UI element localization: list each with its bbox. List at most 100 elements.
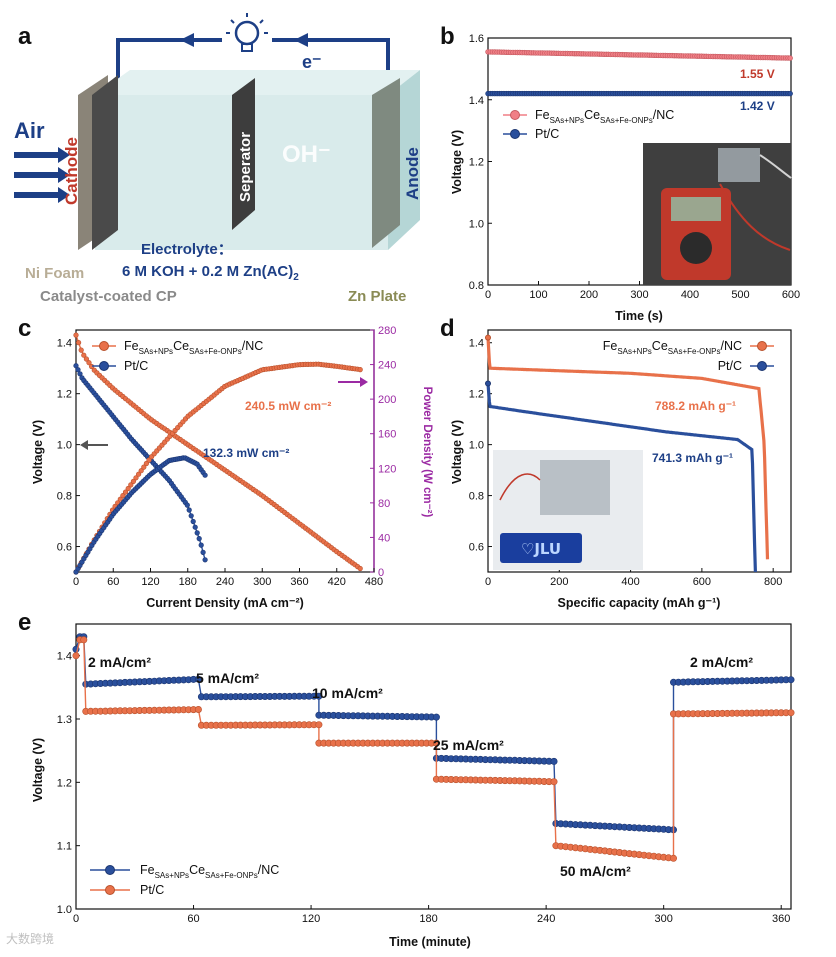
series-pt-point [194,705,202,713]
legend-label-pt: Pt/C [718,359,742,373]
legend-label-fe: FeSAs+NPsCeSAs+Fe-ONPs/NC [535,108,674,125]
panel-label-d: d [440,315,455,342]
annotation-c-fe: 240.5 mW cm⁻² [245,399,331,413]
panel-label-a: a [18,23,32,50]
x-tick-label: 400 [621,576,639,588]
electrolyte-formula-sub: 2 [293,272,299,283]
series-pt [72,636,795,862]
catalyst-cp-plate [92,75,118,250]
x-tick-label: 0 [485,576,491,588]
wire [499,473,541,501]
arrow-right-icon [14,187,70,203]
y-ticks-e: 1.0 1.1 1.2 1.3 1.4 [57,651,80,916]
series-pt-voltage-point [202,557,208,563]
y2-tick-label: 160 [378,429,396,441]
series-fe-power-point [128,482,134,488]
watermark: 大数跨境 [6,932,55,946]
electrolyte-formula: 6 M KOH + 0.2 M Zn(AC)2 [122,263,299,283]
air-label: Air [14,118,45,143]
y2-tick-label: 200 [378,394,396,406]
series-pt [485,380,757,573]
panel-label-c: c [18,315,31,342]
x-tick-label: 0 [73,913,79,925]
y-axis-title-c: Voltage (V) [31,420,45,484]
y-tick-label: 0.6 [469,542,484,554]
series-fe-point [432,713,440,721]
series-fe-voltage-point [83,356,89,362]
x-tick-label: 240 [216,576,234,588]
x-axis-title-b: Time (s) [615,309,663,323]
series-fe-power-point [122,489,129,495]
annotation-c-pt: 132.3 mW cm⁻² [203,446,289,460]
electron-label: e⁻ [302,52,322,72]
x-tick-label: 0 [73,576,79,588]
probe-wire [719,183,791,251]
legend-marker-fe [105,865,115,875]
y2-tick-label: 120 [378,463,396,475]
series-fe-power-point [130,478,136,485]
series-fe-power-point [120,493,126,499]
series-pt-point [787,90,793,97]
series-fe [72,633,795,834]
x-tick-label: 100 [529,289,547,301]
series-fe-voltage-point [357,565,363,572]
series-fe [485,49,793,61]
step-label: 10 mA/cm² [312,685,383,701]
arrow-right-icon [14,147,70,163]
series-pt-voltage-point [190,518,196,525]
series-pt-voltage-point [186,507,192,513]
series-fe-line [75,636,792,831]
legend-marker-pt [105,885,115,895]
y-tick-label: 1.0 [469,218,484,230]
x-tick-label: 180 [179,576,197,588]
series-fe-point [550,757,558,765]
catalyst-cp-label: Catalyst-coated CP [40,288,177,305]
legend-marker-fe [99,341,109,351]
step-label: 50 mA/cm² [560,863,631,879]
legend-marker-pt [510,129,520,139]
y-tick-label: 1.0 [57,904,72,916]
y-tick-label: 1.4 [57,338,72,350]
light-bulb-icon [226,13,268,52]
annotation-b-pt: 1.42 V [740,99,775,113]
series-fe-power-point [357,367,363,373]
y2-axis-title-c: Power Density (W cm⁻²) [421,387,433,518]
y-tick-label: 1.3 [57,714,72,726]
plot-frame-e [75,623,792,910]
legend-b: FeSAs+NPsCeSAs+Fe-ONPs/NC Pt/C [503,108,674,141]
y2-tick-label: 80 [378,498,390,510]
y-tick-label: 1.2 [469,157,484,169]
arrow-left-icon [294,33,308,47]
x-tick-label: 400 [681,289,699,301]
electrolyte-top [95,70,420,95]
anode-label: Anode [403,147,422,200]
legend-d: FeSAs+NPsCeSAs+Fe-ONPs/NC Pt/C [603,339,774,373]
panel-e: e 1.0 1.1 1.2 1.3 1.4 0 60 120 180 240 300 360 2 m… [18,609,795,949]
annotation-d-pt: 741.3 mAh g⁻¹ [652,451,733,465]
step-labels-e: 2 mA/cm² 5 mA/cm² 10 mA/cm² 25 mA/cm² 50 mA/… [88,654,753,879]
series-pt [485,90,793,97]
legend-c: FeSAs+NPsCeSAs+Fe-ONPs/NC Pt/C [92,339,263,373]
legend-marker-pt [757,361,767,371]
y-tick-label: 1.4 [57,651,72,663]
x-tick-label: 240 [537,913,555,925]
series-pt-start-point [485,380,491,387]
panel-label-e: e [18,609,31,636]
x-tick-label: 200 [580,289,598,301]
plot-frame-d [487,329,792,573]
y-tick-label: 0.6 [57,542,72,554]
air-arrows [14,147,70,203]
series-fe-point [194,675,202,683]
x-tick-label: 180 [419,913,437,925]
hydroxide-label: OH⁻ [282,141,331,168]
series-fe-power-point [117,496,123,502]
series-pt-power [73,455,208,575]
electrolyte-formula-main: 6 M KOH + 0.2 M Zn(AC) [122,263,293,280]
series-fe-line [486,337,770,560]
arrow-left-icon [180,33,194,47]
series-fe-point [315,692,323,700]
legend-e: FeSAs+NPsCeSAs+Fe-ONPs/NC Pt/C [90,863,279,897]
x-tick-label: 300 [654,913,672,925]
electrolyte-title: Electrolyte： [141,241,233,258]
